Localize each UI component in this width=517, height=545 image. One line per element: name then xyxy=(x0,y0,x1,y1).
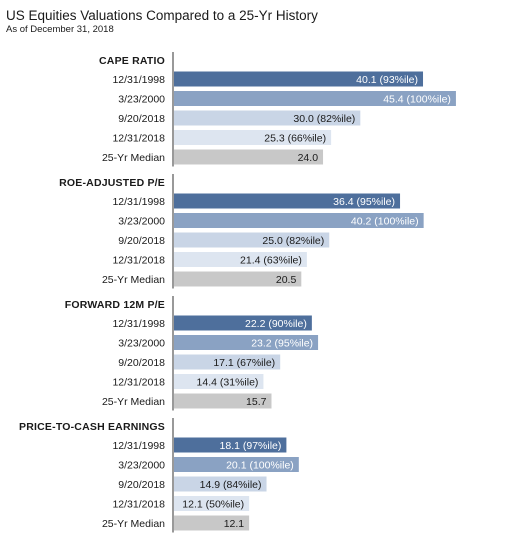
data-label: 12.1 xyxy=(224,518,245,530)
group-heading: PRICE-TO-CASH EARNINGS xyxy=(19,421,165,433)
category-label: 12/31/2018 xyxy=(112,255,165,267)
data-label: 20.5 xyxy=(276,274,297,286)
category-label: 9/20/2018 xyxy=(118,357,165,369)
bar xyxy=(174,271,302,287)
category-label: 12/31/1998 xyxy=(112,196,165,208)
category-label: 12/31/1998 xyxy=(112,74,165,86)
bar xyxy=(174,130,332,145)
data-label: 18.1 (97%ile) xyxy=(220,440,282,452)
bar xyxy=(174,476,267,492)
data-label: 24.0 xyxy=(298,152,319,164)
category-label: 12/31/2018 xyxy=(112,133,165,145)
data-label: 40.2 (100%ile) xyxy=(351,216,419,228)
category-label: 9/20/2018 xyxy=(118,235,165,247)
data-label: 40.1 (93%ile) xyxy=(356,74,418,86)
bar xyxy=(174,232,330,248)
data-label: 14.4 (31%ile) xyxy=(197,377,259,389)
category-label: 3/23/2000 xyxy=(118,338,165,350)
bar xyxy=(174,335,319,350)
bar xyxy=(174,354,281,370)
group-heading: FORWARD 12M P/E xyxy=(65,299,165,311)
data-label: 20.1 (100%ile) xyxy=(226,460,294,472)
data-label: 22.2 (90%ile) xyxy=(245,318,307,330)
category-label: 3/23/2000 xyxy=(118,216,165,228)
bar xyxy=(174,149,324,165)
bar xyxy=(174,374,264,389)
category-label: 12/31/1998 xyxy=(112,318,165,330)
bar xyxy=(174,71,424,87)
bar xyxy=(174,110,361,126)
data-label: 15.7 xyxy=(246,396,267,408)
data-label: 23.2 (95%ile) xyxy=(251,338,313,350)
data-label: 17.1 (67%ile) xyxy=(213,357,275,369)
bar xyxy=(174,91,456,106)
category-label: 25-Yr Median xyxy=(102,274,165,286)
bar xyxy=(174,252,307,267)
category-label: 3/23/2000 xyxy=(118,460,165,472)
bar xyxy=(174,515,250,531)
data-label: 25.3 (66%ile) xyxy=(264,133,326,145)
data-label: 36.4 (95%ile) xyxy=(333,196,395,208)
data-label: 21.4 (63%ile) xyxy=(240,255,302,267)
bar xyxy=(174,213,424,228)
category-label: 12/31/2018 xyxy=(112,377,165,389)
group-heading: ROE-ADJUSTED P/E xyxy=(59,177,165,189)
group-heading: CAPE RATIO xyxy=(99,55,165,67)
category-label: 9/20/2018 xyxy=(118,113,165,125)
bar xyxy=(174,496,250,511)
category-label: 3/23/2000 xyxy=(118,94,165,106)
data-label: 25.0 (82%ile) xyxy=(262,235,324,247)
category-label: 25-Yr Median xyxy=(102,396,165,408)
bar xyxy=(174,393,272,409)
data-label: 45.4 (100%ile) xyxy=(383,94,451,106)
bar xyxy=(174,437,287,453)
data-label: 12.1 (50%ile) xyxy=(182,499,244,511)
category-label: 25-Yr Median xyxy=(102,518,165,530)
category-label: 25-Yr Median xyxy=(102,152,165,164)
chart-title: US Equities Valuations Compared to a 25-… xyxy=(6,8,318,23)
chart-subtitle: As of December 31, 2018 xyxy=(6,24,114,35)
category-label: 9/20/2018 xyxy=(118,479,165,491)
bar xyxy=(174,193,401,209)
category-label: 12/31/1998 xyxy=(112,440,165,452)
bar xyxy=(174,315,312,331)
category-label: 12/31/2018 xyxy=(112,499,165,511)
data-label: 14.9 (84%ile) xyxy=(200,479,262,491)
bar xyxy=(174,457,299,472)
data-label: 30.0 (82%ile) xyxy=(293,113,355,125)
